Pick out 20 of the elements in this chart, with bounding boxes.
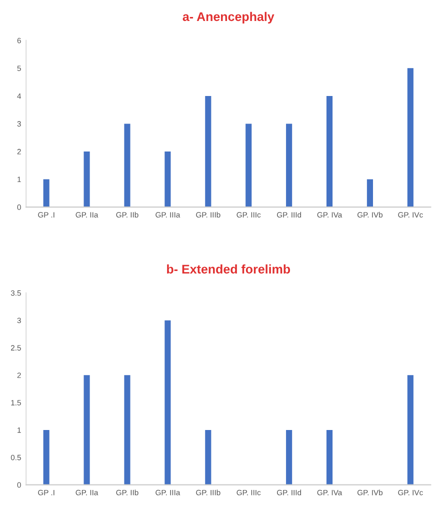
bar [286, 430, 292, 485]
bar [246, 124, 252, 208]
bar [124, 375, 130, 485]
bar [326, 96, 333, 208]
bar [366, 179, 373, 208]
bar [84, 375, 90, 485]
chart-title: a- Anencephaly [182, 12, 274, 24]
bar [407, 68, 414, 208]
bar [326, 430, 333, 485]
chart-title: b- Extended forelimb [167, 264, 290, 274]
bar [43, 179, 50, 208]
bar [84, 152, 90, 208]
bar [164, 152, 171, 208]
bar [124, 124, 130, 208]
bar [286, 124, 292, 208]
bar [205, 96, 212, 208]
bar [407, 375, 414, 485]
bar [164, 320, 171, 485]
bar [43, 430, 50, 485]
bar [205, 430, 212, 485]
